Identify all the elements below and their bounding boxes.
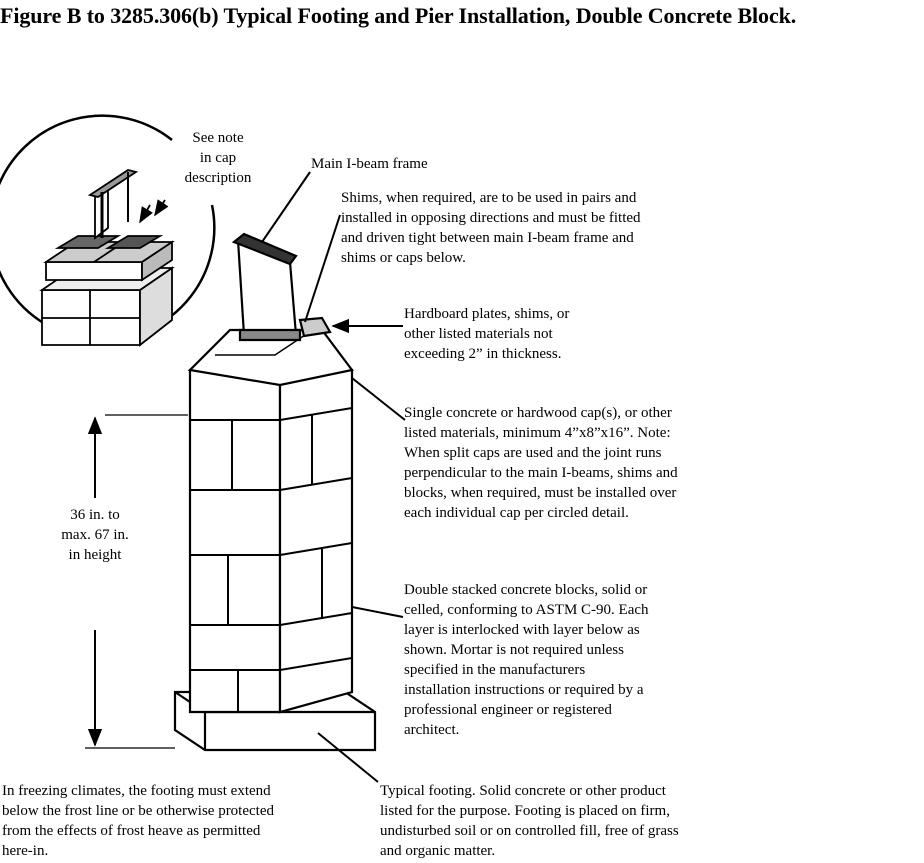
leader-cap <box>351 377 406 421</box>
hardboard-label: Hardboard plates, shims, or other listed … <box>404 306 570 362</box>
see-note-label: See note in cap description <box>184 130 252 186</box>
footing-label: Typical footing. Solid concrete or other… <box>380 783 679 859</box>
leader-footing <box>317 732 379 783</box>
figure-title: Figure B to 3285.306(b) Typical Footing … <box>0 3 797 28</box>
leader-shims <box>304 214 341 323</box>
concrete-pier <box>173 232 377 752</box>
detail-circle <box>0 114 216 341</box>
block-column-front <box>188 368 282 714</box>
main-ibeam <box>231 232 332 342</box>
height-dimension <box>85 414 188 749</box>
circled-detail <box>0 114 216 347</box>
height-label: 36 in. to max. 67 in. in height <box>61 507 129 563</box>
frost-label: In freezing climates, the footing must e… <box>2 783 274 859</box>
leader-ibeam <box>261 171 311 243</box>
blocks-label: Double stacked concrete blocks, solid or… <box>404 582 649 738</box>
shims-label: Shims, when required, are to be used in … <box>341 190 641 266</box>
cap-label: Single concrete or hardwood cap(s), or o… <box>404 405 678 521</box>
cap <box>187 328 354 387</box>
leader-blocks <box>351 606 404 618</box>
main-ibeam-label: Main I-beam frame <box>311 156 428 172</box>
